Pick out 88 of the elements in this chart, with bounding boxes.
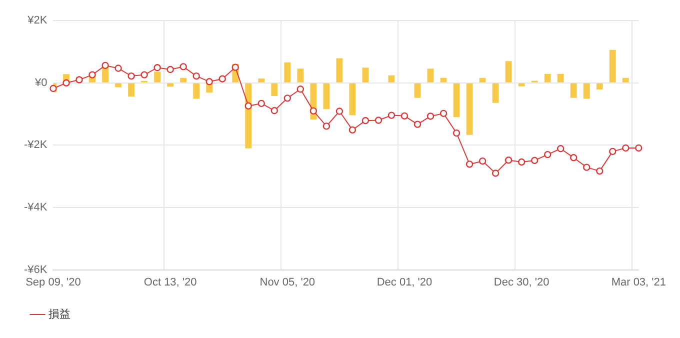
point [154,64,161,72]
point [452,129,460,137]
bar [453,83,460,118]
y-tick-label: -¥4K [24,202,48,214]
point [414,120,422,128]
point [232,64,239,71]
bar [492,83,499,103]
point [596,167,604,175]
bar [297,68,304,82]
bar [128,83,135,97]
point [583,164,590,171]
point [128,72,135,80]
point [374,116,382,124]
bar [258,78,265,82]
bar [180,78,187,82]
bar [154,72,161,82]
bar [388,75,395,82]
x-tick-label: Sep 09, '20 [26,276,81,288]
bar [440,78,447,82]
point [336,108,344,115]
point [114,64,122,72]
bar [596,83,603,90]
legend-label: 損益 [48,308,70,321]
point [166,66,174,74]
y-tick-label: -¥2K [24,139,48,152]
bar [284,62,291,82]
point [296,86,304,93]
point [557,145,564,152]
point [609,148,616,156]
point [504,156,512,164]
point [62,79,70,86]
y-tick-label: -¥6K [24,264,48,276]
point [180,63,187,70]
bar [570,83,577,98]
bar [323,83,330,110]
point [362,116,370,124]
x-tick-label: Dec 01, '20 [376,276,432,288]
point [244,102,252,110]
bar [518,83,525,86]
bar [557,74,564,82]
point [492,170,500,177]
bar [115,83,122,88]
point [544,150,552,158]
bar [427,68,434,82]
point [622,144,630,152]
point [102,62,109,70]
point [50,84,57,92]
bar [466,83,473,135]
point [218,75,226,82]
point [348,126,356,134]
point [530,156,538,164]
x-tick-label: Oct 13, '20 [144,276,197,288]
point [388,112,396,119]
point [478,157,486,165]
bar [362,68,369,82]
point [284,94,292,102]
bar [167,83,174,87]
bar [349,83,356,116]
point [322,122,330,130]
point [518,158,526,166]
point [270,107,278,114]
point [192,72,200,80]
point [466,160,474,168]
x-tick-label: Mar 03, '21 [611,276,666,288]
point [570,154,578,162]
bar [414,83,421,98]
bar [544,74,551,82]
bar [505,61,512,82]
bar [622,78,629,82]
y-tick-label: ¥2K [26,14,48,27]
x-tick-label: Dec 30, '20 [494,276,550,288]
point [426,112,434,120]
x-tick-label: Nov 05, '20 [260,276,316,288]
point [206,78,213,86]
point [140,71,148,78]
bar [336,58,343,82]
bar [479,78,486,82]
point [635,144,642,152]
bar [609,50,616,82]
bar [193,83,200,99]
point [258,100,265,108]
point [88,71,96,78]
point [440,110,448,118]
bar [583,83,590,99]
point [400,112,408,120]
bar [271,83,278,96]
point [310,107,318,115]
y-tick-label: ¥0 [34,76,48,89]
